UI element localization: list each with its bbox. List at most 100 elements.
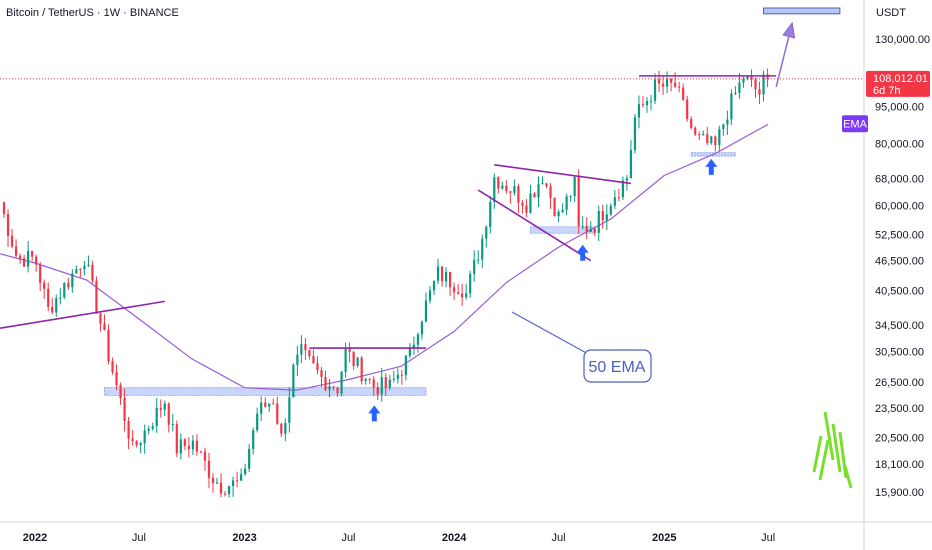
candle-body xyxy=(183,439,186,446)
candle-body xyxy=(63,283,66,298)
candle-body xyxy=(179,439,182,454)
price-tick-label: 95,000.00 xyxy=(875,102,924,114)
up-arrow-icon xyxy=(705,158,718,175)
price-tick-label: 80,000.00 xyxy=(875,139,924,151)
candle xyxy=(521,200,524,214)
candle-body xyxy=(260,402,263,414)
candle xyxy=(392,370,395,383)
candle xyxy=(497,176,500,194)
candle-body xyxy=(300,344,303,355)
candle-body xyxy=(766,74,769,79)
candle xyxy=(388,374,391,391)
candle-body xyxy=(601,210,604,221)
candle-body xyxy=(473,259,476,274)
candle xyxy=(308,349,311,360)
candle xyxy=(195,434,199,456)
price-tick-label: 30,500.00 xyxy=(875,347,924,359)
candle-body xyxy=(135,441,138,446)
candle-body xyxy=(304,344,307,350)
candle xyxy=(734,86,737,96)
candle xyxy=(665,71,669,94)
candle-body xyxy=(163,403,166,410)
candle-body xyxy=(521,202,524,206)
candle xyxy=(489,195,492,234)
candle-body xyxy=(505,185,508,192)
candle xyxy=(131,430,134,446)
candle xyxy=(207,452,211,489)
candle xyxy=(320,367,323,388)
candle-body xyxy=(653,79,657,101)
candle-body xyxy=(223,493,227,495)
candle-body xyxy=(155,407,158,427)
candle-body xyxy=(276,403,279,424)
candle-body xyxy=(6,214,10,236)
candle xyxy=(316,356,319,375)
candle-body xyxy=(2,202,6,215)
candle-body xyxy=(392,378,395,380)
candle xyxy=(223,490,227,497)
candle xyxy=(674,72,677,89)
candle xyxy=(553,197,556,217)
candle-body xyxy=(187,445,190,450)
candle-body xyxy=(686,99,689,119)
candle xyxy=(473,250,476,282)
candle xyxy=(670,78,673,92)
candle-body xyxy=(577,176,580,227)
candle-body xyxy=(509,191,512,193)
candle-body xyxy=(742,78,745,83)
candle-body xyxy=(39,264,42,283)
candle xyxy=(686,95,689,122)
candle-body xyxy=(87,264,90,266)
price-axis[interactable]: 130,000.00 95,000.00 80,000.00 68,000.00 60,… xyxy=(875,34,930,499)
candle-body xyxy=(95,280,98,314)
candle xyxy=(585,216,588,240)
candle-body xyxy=(356,357,359,367)
plot-area[interactable] xyxy=(0,0,864,522)
candle-body xyxy=(67,283,70,288)
candle xyxy=(151,422,154,431)
candle-body xyxy=(31,251,34,257)
candle xyxy=(75,265,78,274)
candle xyxy=(694,126,697,137)
annotation-arrows xyxy=(368,21,796,422)
ema-tag-background xyxy=(842,115,868,133)
candle-body xyxy=(629,150,633,179)
candle xyxy=(328,379,331,398)
candle-body xyxy=(682,87,685,100)
candle xyxy=(35,254,38,272)
time-axis[interactable]: 2022 Jul 2023 Jul 2024 Jul 2025 Jul xyxy=(23,532,775,544)
candle xyxy=(119,382,122,405)
candle-body xyxy=(35,256,38,265)
candles xyxy=(2,68,769,498)
price-tick-label: 46,500.00 xyxy=(875,256,924,268)
candle-body xyxy=(477,259,480,261)
candle xyxy=(191,435,194,455)
candle-body xyxy=(404,355,407,376)
candle-body xyxy=(448,271,452,288)
candle xyxy=(356,356,359,368)
candle xyxy=(268,403,271,412)
up-arrow-icon xyxy=(576,244,589,261)
candle xyxy=(649,94,653,110)
candle xyxy=(690,116,693,130)
price-tag-countdown: 6d 7h xyxy=(873,85,901,97)
candle xyxy=(135,440,138,448)
candle xyxy=(360,356,363,385)
candle-body xyxy=(396,374,399,379)
ema-callout-box xyxy=(583,349,652,383)
ema-callout-pointer xyxy=(511,311,591,356)
candle xyxy=(300,335,303,363)
candle-body xyxy=(195,440,199,452)
projection-arrow-shaft xyxy=(775,36,790,88)
candle-body xyxy=(649,100,653,102)
candle xyxy=(159,399,162,418)
candle xyxy=(183,438,186,451)
candle-body xyxy=(380,377,383,395)
candle-body xyxy=(167,403,170,425)
candle-body xyxy=(364,378,367,382)
candle xyxy=(27,240,30,273)
candle xyxy=(529,184,532,214)
candle xyxy=(227,485,231,498)
candle xyxy=(537,176,540,207)
